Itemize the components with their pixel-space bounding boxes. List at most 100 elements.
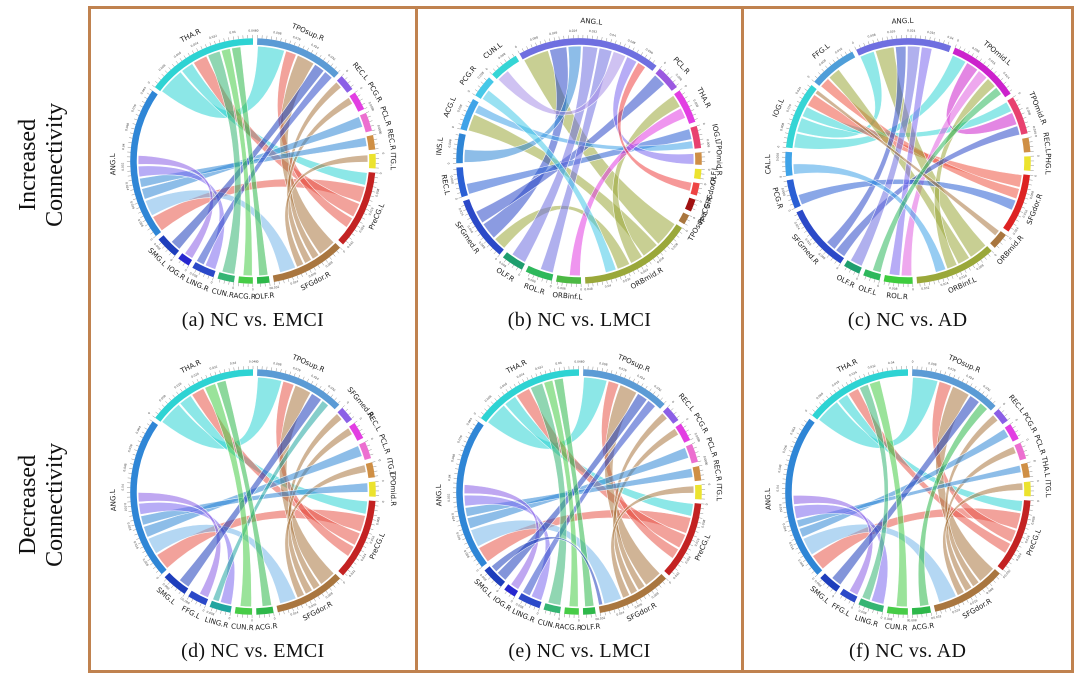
- svg-text:0: 0: [558, 616, 561, 620]
- svg-text:FFG.L: FFG.L: [810, 41, 831, 60]
- svg-text:REC.L: REC.L: [350, 60, 370, 82]
- svg-text:0.008: 0.008: [1025, 107, 1032, 116]
- svg-text:0.024: 0.024: [124, 182, 130, 191]
- svg-text:PreCG.L: PreCG.L: [366, 202, 386, 231]
- svg-text:0: 0: [831, 594, 835, 598]
- svg-text:0.008: 0.008: [189, 271, 198, 278]
- svg-text:0.024: 0.024: [126, 521, 132, 530]
- svg-text:0: 0: [668, 580, 672, 584]
- svg-text:0: 0: [880, 615, 883, 619]
- svg-text:REC.L: REC.L: [677, 391, 697, 413]
- svg-text:0.048: 0.048: [122, 462, 128, 471]
- svg-text:0: 0: [705, 503, 709, 505]
- svg-text:0: 0: [855, 277, 858, 281]
- svg-text:0.008: 0.008: [530, 35, 539, 42]
- svg-text:REC.L: REC.L: [365, 410, 383, 432]
- svg-text:ROL.R: ROL.R: [523, 281, 547, 297]
- svg-text:0.008: 0.008: [273, 30, 282, 36]
- svg-text:0.032: 0.032: [535, 364, 544, 370]
- svg-text:0.008: 0.008: [815, 391, 824, 400]
- row-label-gutter: Increased Connectivity Decreased Connect…: [0, 0, 88, 685]
- svg-text:0: 0: [256, 359, 258, 363]
- svg-text:0.008: 0.008: [324, 260, 333, 268]
- svg-text:0: 0: [184, 268, 188, 272]
- svg-text:0.032: 0.032: [623, 277, 632, 284]
- svg-text:0.008: 0.008: [367, 101, 374, 110]
- svg-text:ANG.L: ANG.L: [891, 16, 913, 26]
- svg-text:0.008: 0.008: [858, 608, 867, 615]
- svg-text:0.016: 0.016: [173, 381, 182, 389]
- svg-text:0.008: 0.008: [457, 104, 464, 113]
- svg-text:0.016: 0.016: [173, 51, 182, 59]
- svg-text:PCG.R: PCG.R: [692, 411, 711, 435]
- svg-text:0.024: 0.024: [359, 552, 367, 561]
- svg-text:TPOmid.L: TPOmid.L: [980, 38, 1013, 67]
- svg-text:0: 0: [169, 258, 173, 262]
- svg-text:0.016: 0.016: [369, 534, 376, 543]
- svg-text:0: 0: [342, 580, 346, 584]
- svg-text:0.016: 0.016: [308, 602, 317, 609]
- svg-text:0.016: 0.016: [499, 381, 508, 389]
- panel-c: 0 0.008 0.016 0.024 0.032 0.04 ANG.L 0 0.008 0.01…: [744, 9, 1071, 340]
- svg-text:0.016: 0.016: [129, 201, 136, 210]
- svg-text:0.008: 0.008: [867, 33, 876, 39]
- caption-b: (b) NC vs. LMCI: [507, 309, 652, 331]
- row-label-line: Decreased: [15, 454, 42, 555]
- svg-text:0: 0: [672, 399, 676, 403]
- svg-text:0: 0: [210, 280, 213, 284]
- svg-text:0.008: 0.008: [137, 218, 145, 227]
- svg-text:0: 0: [518, 272, 522, 276]
- svg-text:0: 0: [778, 176, 782, 178]
- svg-text:THA.L: THA.L: [1039, 454, 1052, 477]
- svg-text:0.016: 0.016: [467, 225, 475, 234]
- svg-text:0.008: 0.008: [975, 263, 984, 271]
- svg-text:0.048: 0.048: [628, 38, 637, 45]
- svg-text:REC.L: REC.L: [440, 174, 452, 196]
- caption-a: (a) NC vs. EMCI: [181, 309, 324, 331]
- svg-text:0.008: 0.008: [671, 242, 680, 251]
- svg-text:0.008: 0.008: [158, 393, 167, 402]
- svg-text:0.024: 0.024: [685, 555, 693, 564]
- svg-text:0.064: 0.064: [789, 426, 796, 435]
- svg-text:0: 0: [377, 459, 381, 462]
- svg-text:0.016: 0.016: [634, 602, 643, 609]
- svg-text:0.032: 0.032: [673, 571, 682, 580]
- svg-text:0: 0: [251, 618, 253, 622]
- svg-text:0.016: 0.016: [958, 273, 967, 280]
- svg-text:ITG.L: ITG.L: [1043, 479, 1052, 497]
- svg-text:0.016: 0.016: [619, 365, 628, 372]
- svg-text:REC.R: REC.R: [385, 128, 397, 151]
- svg-text:0.048: 0.048: [585, 287, 594, 292]
- svg-text:ROL.R: ROL.R: [886, 291, 908, 302]
- svg-text:0.008: 0.008: [375, 516, 381, 525]
- svg-text:0.024: 0.024: [951, 607, 960, 614]
- svg-text:IOG.L: IOG.L: [770, 97, 786, 118]
- svg-text:0.008: 0.008: [324, 591, 333, 599]
- svg-text:0: 0: [252, 287, 254, 291]
- svg-text:0.008: 0.008: [675, 73, 683, 82]
- svg-text:0.032: 0.032: [271, 285, 280, 290]
- svg-text:0.016: 0.016: [785, 103, 792, 112]
- svg-text:SFGdor.R: SFGdor.R: [1024, 192, 1044, 226]
- svg-text:0: 0: [1008, 236, 1012, 240]
- svg-text:PCG.R: PCG.R: [458, 64, 479, 87]
- svg-text:0.008: 0.008: [479, 572, 488, 581]
- svg-text:0.016: 0.016: [456, 531, 463, 540]
- row-label-increased-connectivity: Increased Connectivity: [15, 57, 69, 273]
- svg-text:0.024: 0.024: [358, 224, 366, 233]
- svg-text:0.032: 0.032: [1003, 568, 1011, 577]
- svg-text:0.008: 0.008: [477, 71, 486, 80]
- svg-text:0.008: 0.008: [693, 99, 700, 108]
- svg-text:ANG.L: ANG.L: [108, 153, 118, 175]
- svg-text:0.008: 0.008: [448, 139, 453, 148]
- svg-text:0: 0: [550, 284, 553, 288]
- svg-text:0.04: 0.04: [229, 360, 236, 365]
- svg-text:CAL.L: CAL.L: [763, 154, 772, 174]
- svg-text:0: 0: [835, 266, 839, 270]
- svg-text:0.056: 0.056: [130, 103, 137, 112]
- svg-text:0.008: 0.008: [883, 616, 892, 621]
- svg-text:0.008: 0.008: [515, 602, 524, 609]
- svg-text:0.008: 0.008: [528, 277, 537, 284]
